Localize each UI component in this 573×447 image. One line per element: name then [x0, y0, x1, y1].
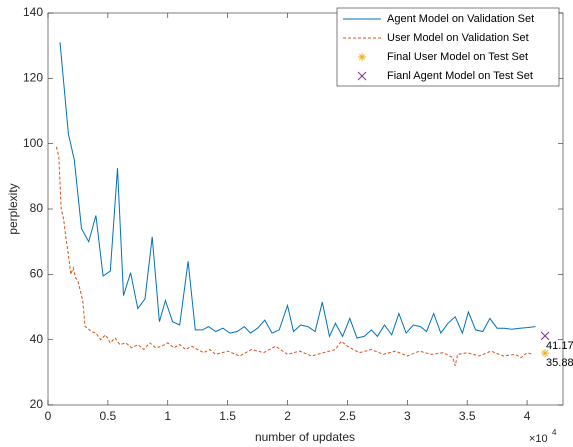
y-tick-label: 40	[30, 332, 44, 346]
x-tick-label: 0	[45, 409, 52, 423]
data-label: 35.88	[546, 357, 573, 369]
marker-stroke	[358, 53, 366, 61]
x-tick-label: 2.5	[339, 409, 356, 423]
y-tick-label: 100	[23, 136, 43, 150]
x-multiplier-exponent: 4	[552, 428, 557, 437]
series-line	[55, 146, 534, 366]
scatter-point	[540, 331, 550, 341]
legend-box	[336, 7, 560, 87]
data-label: 41.17	[546, 340, 573, 352]
legend-label: Final User Model on Test Set	[387, 51, 528, 63]
x-tick-label: 0.5	[100, 409, 117, 423]
y-tick-label: 80	[30, 201, 44, 215]
x-tick-label: 1.5	[219, 409, 236, 423]
x-tick-label: 4	[524, 409, 531, 423]
y-axis-label: perplexity	[6, 183, 20, 234]
x-axis-label: number of updates	[255, 430, 355, 444]
legend-label: User Model on Validation Set	[387, 32, 529, 44]
marker-stroke	[540, 331, 550, 341]
scatter-point	[541, 349, 550, 358]
x-tick-label: 3.5	[459, 409, 476, 423]
x-tick-label: 1	[164, 409, 171, 423]
y-tick-label: 140	[23, 5, 43, 19]
legend-swatch	[357, 71, 367, 81]
x-multiplier: ×10	[529, 433, 548, 445]
marker-stroke	[357, 71, 367, 81]
x-tick-label: 3	[404, 409, 411, 423]
legend-swatch	[358, 53, 366, 61]
y-tick-label: 60	[30, 267, 44, 281]
legend: Agent Model on Validation Set User Model …	[336, 7, 560, 87]
y-tick-label: 20	[30, 397, 44, 411]
x-tick-label: 2	[284, 409, 291, 423]
legend-label: Agent Model on Validation Set	[387, 13, 534, 25]
y-tick-label: 120	[23, 71, 43, 85]
series-line	[59, 42, 536, 339]
marker-stroke	[541, 349, 549, 357]
legend-label: Fianl Agent Model on Test Set	[387, 70, 533, 82]
